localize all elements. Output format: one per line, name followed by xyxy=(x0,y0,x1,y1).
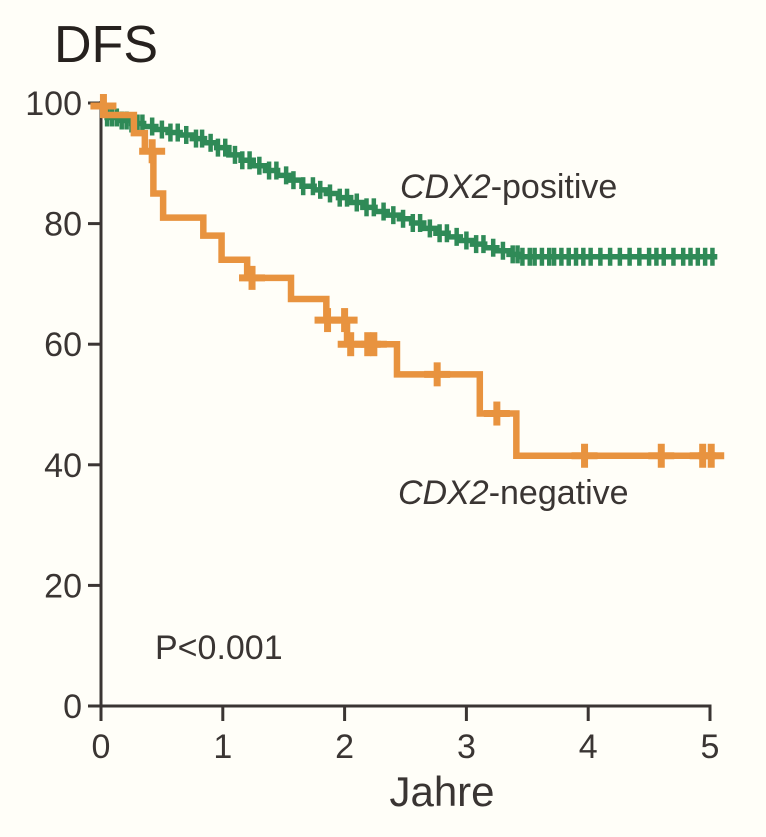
y-tick-label: 20 xyxy=(44,567,82,605)
curve-label-positive-suffix: -positive xyxy=(491,168,618,206)
p-value-annotation: P<0.001 xyxy=(155,629,283,667)
curve-label-cdx2-negative: CDX2-negative xyxy=(398,474,629,512)
x-tick-label: 5 xyxy=(701,728,720,766)
curve-label-negative-suffix: -negative xyxy=(489,474,629,512)
y-tick-label: 80 xyxy=(44,206,82,244)
series-cdx2-negative xyxy=(90,94,725,468)
x-tick-label: 2 xyxy=(335,728,354,766)
y-tick-label: 40 xyxy=(44,447,82,485)
x-tick-label: 0 xyxy=(92,728,111,766)
y-tick-label: 0 xyxy=(63,688,82,726)
chart-title: DFS xyxy=(54,16,158,74)
survival-curves xyxy=(90,94,725,468)
curve-label-positive-gene: CDX2 xyxy=(400,168,491,206)
x-tick-label: 1 xyxy=(213,728,232,766)
axes: 0 20 40 60 80 100 0 1 2 3 4 5 xyxy=(25,85,719,766)
curve-label-negative-gene: CDX2 xyxy=(398,474,489,512)
survival-curve-cdx2-negative xyxy=(101,102,717,460)
y-tick-label: 60 xyxy=(44,326,82,364)
x-axis-title: Jahre xyxy=(389,768,494,815)
x-tick-label: 4 xyxy=(579,728,598,766)
curve-label-cdx2-positive: CDX2-positive xyxy=(400,168,617,206)
x-tick-label: 3 xyxy=(457,728,476,766)
y-tick-label: 100 xyxy=(25,85,82,123)
